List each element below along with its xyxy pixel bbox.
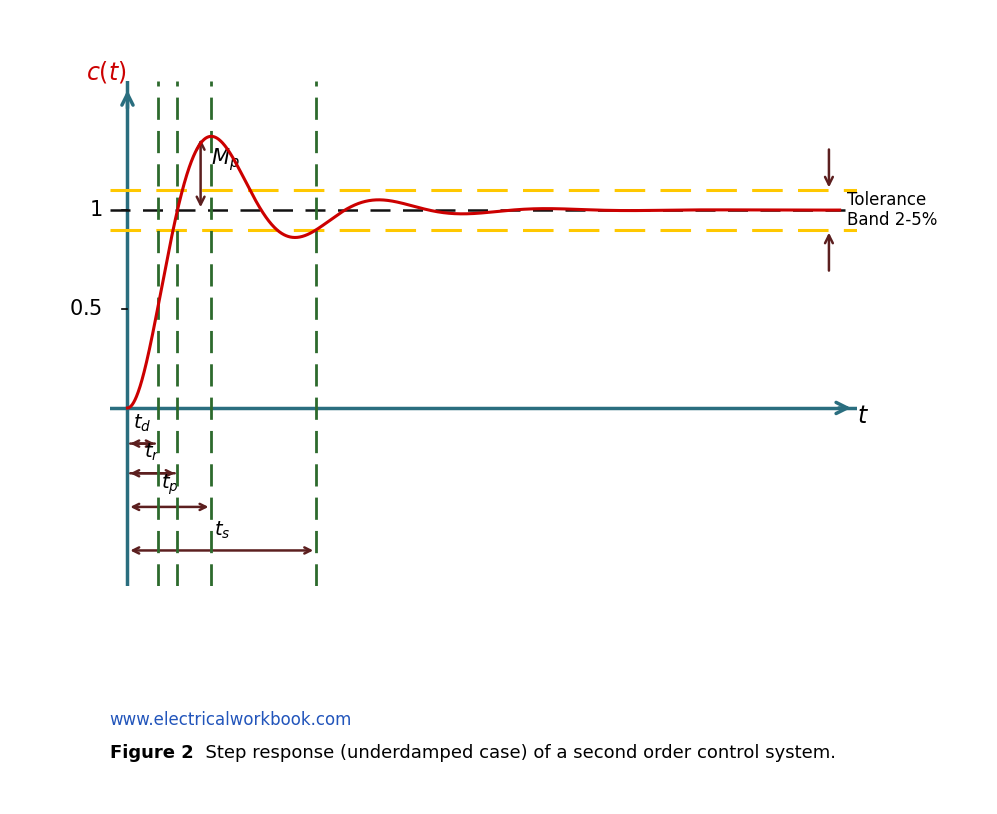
- Text: $1$: $1$: [89, 200, 103, 220]
- Text: $t_r$: $t_r$: [145, 442, 161, 463]
- Text: $M_p$: $M_p$: [211, 146, 240, 173]
- Text: $t$: $t$: [857, 404, 869, 428]
- Text: $t_p$: $t_p$: [161, 472, 178, 497]
- Text: $0.5$: $0.5$: [69, 299, 103, 319]
- Text: $t_s$: $t_s$: [213, 519, 230, 540]
- Text: $c(t)$: $c(t)$: [86, 59, 127, 85]
- Text: Tolerance
Band 2-5%: Tolerance Band 2-5%: [846, 190, 937, 230]
- Text: Step response (underdamped case) of a second order control system.: Step response (underdamped case) of a se…: [194, 744, 836, 762]
- Text: Figure 2: Figure 2: [110, 744, 193, 762]
- Text: www.electricalworkbook.com: www.electricalworkbook.com: [110, 711, 352, 729]
- Text: $t_d$: $t_d$: [134, 413, 152, 434]
